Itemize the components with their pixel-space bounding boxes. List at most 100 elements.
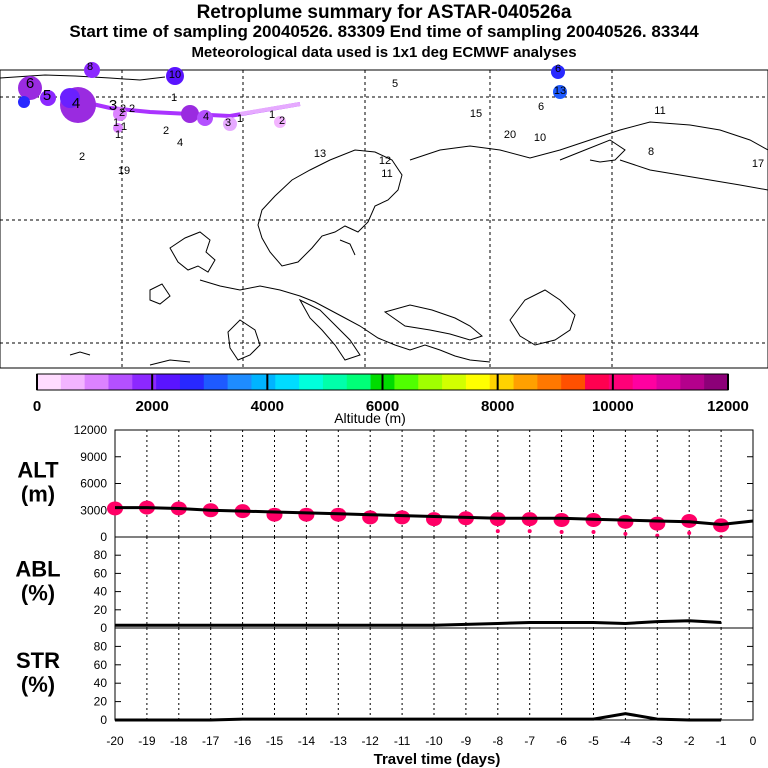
plume-cluster-marker (113, 123, 123, 133)
plume-marker (426, 512, 442, 527)
plume-cluster-marker (166, 67, 184, 85)
plume-cluster-marker (60, 88, 80, 108)
colorbar-swatch (275, 374, 300, 390)
plume-spread-marker (495, 529, 500, 534)
map-cluster-label: 3 (109, 97, 117, 114)
y-axis-label: STR (16, 648, 60, 673)
colorbar-tick-label: 8000 (481, 398, 514, 415)
map-cluster-label: 20 (504, 129, 516, 141)
colorbar-swatch (680, 374, 705, 390)
x-tick-label: -20 (106, 734, 124, 748)
y-tick-label: 0 (100, 713, 107, 727)
y-tick-label: 40 (94, 676, 108, 690)
plume-cluster-marker (553, 85, 567, 99)
sampling-times: Start time of sampling 20040526. 83309 E… (69, 22, 699, 41)
colorbar-swatch (513, 374, 538, 390)
plume-spread-marker (527, 529, 532, 534)
x-tick-label: -14 (298, 734, 316, 748)
map-cluster-label: 6 (555, 63, 561, 75)
str-fraction-line (115, 712, 722, 722)
map-cluster-label: 1 (115, 129, 121, 141)
y-tick-label: 20 (94, 695, 108, 709)
colorbar-swatch (585, 374, 610, 390)
colorbar-swatch (251, 374, 276, 390)
colorbar-swatch (227, 374, 252, 390)
colorbar-swatch (322, 374, 348, 390)
x-tick-label: -8 (492, 734, 503, 748)
meteorological-data-note: Meteorological data used is 1x1 deg ECMW… (191, 44, 577, 61)
colorbar-swatch (108, 374, 133, 390)
colorbar-tick-label: 4000 (251, 398, 284, 415)
map-cluster-label: 13 (554, 85, 566, 97)
map-cluster-label: 10 (534, 132, 546, 144)
map-cluster-label: 1 (237, 113, 243, 125)
mean-altitude-line (115, 506, 754, 527)
y-axis-label: (m) (21, 482, 55, 507)
plume-cluster-marker (223, 117, 237, 131)
x-tick-label: -18 (170, 734, 188, 748)
map-cluster-label: 4 (177, 137, 183, 149)
map-cluster-label: 17 (752, 158, 764, 170)
time-series-panels: 030006000900012000ALT(m)020406080ABL(%)0… (15, 423, 756, 748)
map-cluster-label: 1 (269, 109, 275, 121)
x-tick-label: -9 (461, 734, 472, 748)
x-tick-label: -2 (684, 734, 695, 748)
map-cluster-label: 1 (121, 121, 127, 133)
colorbar-swatch (179, 374, 205, 390)
map-cluster-label: 6 (26, 75, 34, 92)
map-cluster-label: 10 (169, 69, 181, 81)
map-cluster-label: 2 (79, 151, 85, 163)
colorbar-swatch (37, 374, 62, 390)
map-cluster-label: 6 (538, 101, 544, 113)
plume-cluster-marker (551, 65, 565, 79)
plume-cluster-marker (84, 62, 100, 78)
plume-cluster-marker (40, 90, 56, 106)
plume-marker (362, 510, 379, 525)
colorbar-tick-label: 12000 (707, 398, 749, 415)
colorbar-tick-label: 10000 (592, 398, 634, 415)
map-cluster-label: 1 (113, 117, 119, 129)
colorbar-tick-label: 0 (33, 398, 41, 415)
x-tick-label: -17 (202, 734, 220, 748)
map-cluster-label: 2 (163, 125, 169, 137)
y-tick-label: 60 (94, 658, 108, 672)
colorbar-swatch (704, 374, 729, 390)
map-cluster-label: 11 (654, 105, 665, 117)
colorbar-swatch (465, 374, 491, 390)
plume-marker (266, 507, 283, 522)
plume-marker (298, 507, 315, 522)
x-tick-label: -19 (138, 734, 156, 748)
map-cluster-label: 12 (379, 155, 391, 167)
x-tick-label: -10 (425, 734, 443, 748)
chart-title: Retroplume summary for ASTAR-040526a (196, 2, 572, 23)
retroplume-trajectory (18, 62, 567, 133)
map-cluster-label: 4 (72, 95, 80, 112)
y-tick-label: 20 (94, 603, 108, 617)
plume-cluster-marker (197, 110, 213, 126)
x-tick-label: -5 (588, 734, 599, 748)
x-tick-label: 0 (750, 734, 757, 748)
x-tick-label: -11 (394, 734, 411, 748)
colorbar-swatch (632, 374, 658, 390)
colorbar-swatch (418, 374, 443, 390)
plume-spread-marker (623, 531, 628, 536)
y-axis-label: (%) (21, 672, 55, 697)
map-cluster-label: 5 (43, 87, 51, 104)
y-tick-label: 6000 (80, 477, 107, 491)
coastlines (0, 74, 768, 366)
plume-marker (394, 510, 411, 525)
abl-fraction-line (115, 619, 722, 627)
x-tick-label: -1 (716, 734, 727, 748)
y-axis-label: ALT (17, 458, 59, 483)
colorbar-swatch (394, 374, 419, 390)
map-graticule (0, 70, 768, 368)
y-tick-label: 60 (94, 566, 108, 580)
panel-alt: 0 3000 6000 9000 12000 ALT(m) (17, 423, 754, 544)
y-tick-label: 0 (100, 530, 107, 544)
plume-cluster-marker (18, 76, 42, 100)
plume-spread-marker (559, 530, 564, 535)
map-cluster-label: 8 (87, 61, 93, 73)
